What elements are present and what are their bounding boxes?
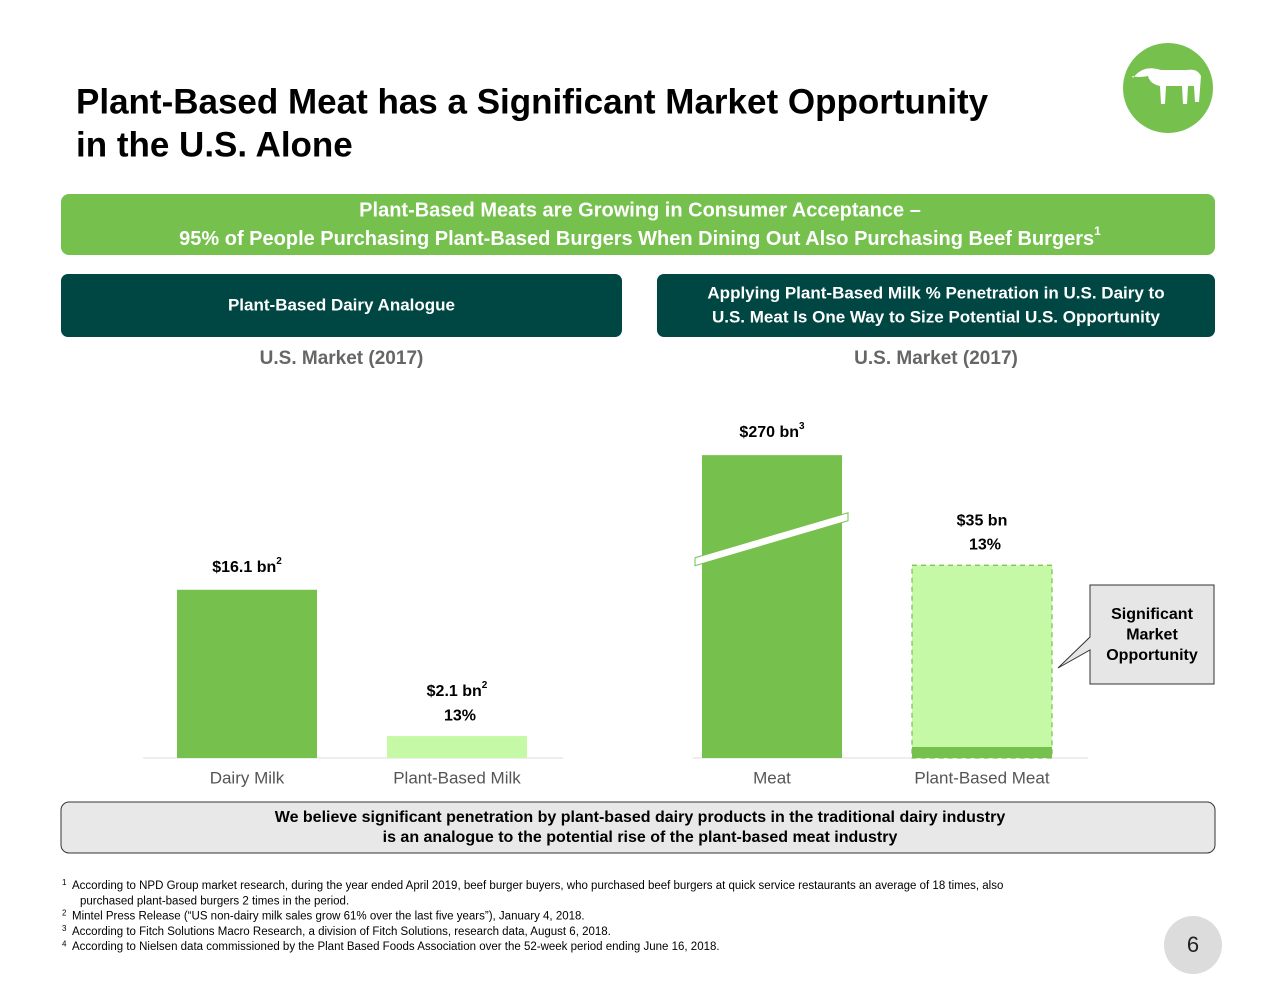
conclusion-line: is an analogue to the potential rise of … — [383, 829, 898, 846]
category-label: Plant-Based Milk — [393, 768, 521, 787]
footnote-ref: 2 — [276, 555, 282, 566]
conclusion-line: We believe significant penetration by pl… — [275, 809, 1006, 826]
category-label: Plant-Based Meat — [914, 768, 1049, 787]
banner-line: 95% of People Purchasing Plant-Based Bur… — [179, 228, 1094, 250]
footnote-ref: 3 — [799, 421, 805, 432]
value-label-wrap: $270 bn3 — [739, 421, 805, 442]
footnote-mark: 4 — [62, 939, 67, 948]
bar — [177, 589, 317, 758]
logo-cow — [1132, 68, 1201, 104]
conclusion-box — [60, 801, 1216, 854]
footnote-text: purchased plant-based burgers 2 times in… — [80, 895, 349, 907]
category-label: Dairy Milk — [210, 768, 285, 787]
share-label: 13% — [444, 707, 476, 724]
chart-title: U.S. Market (2017) — [260, 348, 424, 369]
axis-break — [694, 512, 849, 567]
value-label-wrap: $16.1 bn2 — [212, 555, 282, 576]
bar — [911, 564, 1053, 759]
page-badge — [1164, 916, 1222, 974]
chart-heading: Plant-Based Dairy Analogue — [228, 295, 455, 314]
footnote-ref: 1 — [1094, 224, 1101, 238]
footnote-ref: 2 — [482, 680, 488, 691]
footnote-text: According to Nielsen data commissioned b… — [72, 941, 720, 953]
value-label: $270 bn — [739, 424, 799, 441]
share-label: 13% — [969, 536, 1001, 553]
footnote-text: Mintel Press Release (“US non-dairy milk… — [72, 911, 585, 923]
banner-line: Plant-Based Meats are Growing in Consume… — [359, 199, 921, 221]
footnote-mark: 3 — [62, 924, 67, 933]
footnote-mark: 2 — [62, 909, 67, 918]
chart-heading-box — [657, 274, 1215, 337]
value-label-wrap: $2.1 bn2 — [427, 680, 488, 701]
value-label-wrap: $35 bn — [957, 512, 1008, 529]
chart-heading-box — [61, 274, 622, 337]
value-label: $16.1 bn — [212, 559, 276, 576]
page-number: 6 — [1187, 932, 1199, 957]
banner-line-wrap: 95% of People Purchasing Plant-Based Bur… — [179, 224, 1101, 250]
callout-text: Opportunity — [1106, 647, 1198, 664]
logo-circle — [1123, 43, 1213, 133]
callout-text: Market — [1126, 627, 1178, 644]
title-line: Plant-Based Meat has a Significant Marke… — [76, 82, 989, 121]
value-label: $2.1 bn — [427, 683, 482, 700]
bar — [702, 455, 842, 758]
footnote-text: According to Fitch Solutions Macro Resea… — [72, 926, 611, 938]
category-label: Meat — [753, 768, 791, 787]
chart-title: U.S. Market (2017) — [854, 348, 1018, 369]
footnote-text: According to NPD Group market research, … — [72, 880, 1003, 892]
callout-box — [1057, 584, 1215, 685]
chart-heading: U.S. Meat Is One Way to Size Potential U… — [712, 307, 1161, 326]
logo — [1123, 43, 1213, 133]
footnote-mark: 1 — [62, 878, 67, 887]
current-bar — [912, 746, 1052, 758]
callout-text: Significant — [1111, 606, 1193, 623]
bar — [387, 736, 527, 758]
title-line: in the U.S. Alone — [76, 125, 353, 164]
banner — [61, 194, 1215, 255]
chart-heading: Applying Plant-Based Milk % Penetration … — [707, 283, 1164, 302]
value-label: $35 bn — [957, 512, 1008, 529]
